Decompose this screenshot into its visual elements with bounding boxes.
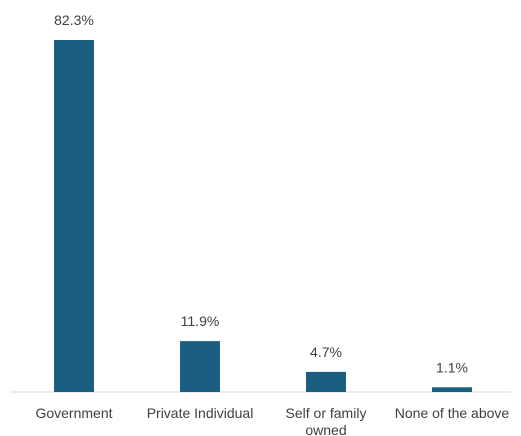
x-tick-label-2: Private Individual [147,405,254,421]
x-tick-label-line: None of the above [395,405,510,421]
x-tick-label-4: None of the above [395,405,510,421]
data-label-2: 11.9% [181,313,220,329]
data-label-3: 4.7% [310,344,342,360]
bar-2 [180,341,220,392]
x-tick-label-line: Self or family [286,405,367,421]
x-tick-label-1: Government [35,405,112,421]
data-label-4: 1.1% [436,359,468,375]
bar-4 [432,387,472,392]
x-tick-labels-group: Government Private Individual Self or fami… [35,405,509,436]
data-labels-group: 82.3% 11.9% 4.7% 1.1% [54,12,468,375]
x-tick-label-line: Government [35,405,112,421]
data-label-1: 82.3% [54,12,94,28]
x-tick-label-line: Private Individual [147,405,254,421]
x-tick-label-line: owned [305,422,346,436]
bar-3 [306,371,346,392]
x-tick-label-3: Self or family owned [286,405,367,436]
bar-1 [54,40,94,392]
bars-group [54,40,472,392]
